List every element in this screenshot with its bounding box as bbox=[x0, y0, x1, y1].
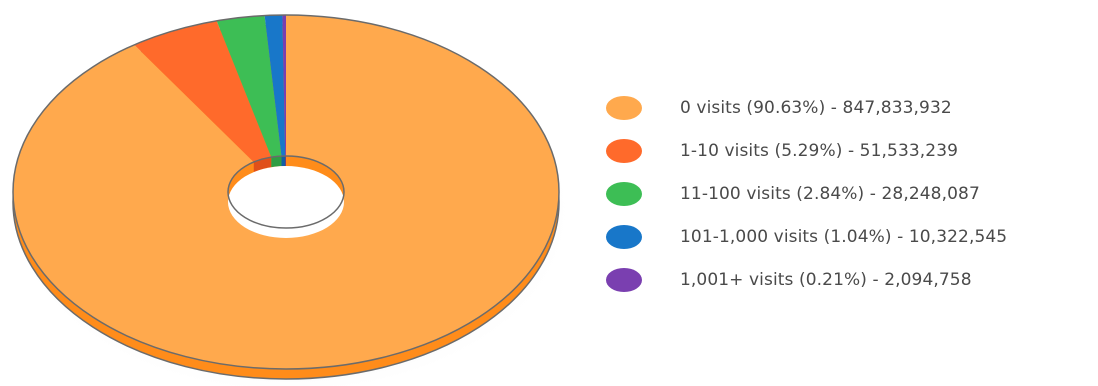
pie-outline bbox=[12, 14, 560, 370]
legend-item: 101-1,000 visits (1.04%) - 10,322,545 bbox=[606, 223, 1007, 251]
pie-slice bbox=[134, 20, 272, 163]
legend-swatch bbox=[606, 139, 642, 163]
donut-inner-wall bbox=[271, 156, 282, 168]
legend-label: 1,001+ visits (0.21%) - 2,094,758 bbox=[680, 270, 972, 290]
pie-slice bbox=[282, 15, 286, 157]
legend-swatch bbox=[606, 182, 642, 206]
legend-swatch bbox=[606, 96, 642, 120]
legend-label: 0 visits (90.63%) - 847,833,932 bbox=[680, 98, 952, 118]
legend-label: 1-10 visits (5.29%) - 51,533,239 bbox=[680, 141, 959, 161]
donut-inner-wall bbox=[281, 156, 286, 167]
legend-item: 11-100 visits (2.84%) - 28,248,087 bbox=[606, 180, 980, 208]
pie-slice bbox=[264, 15, 286, 157]
donut-hole-outline bbox=[227, 155, 345, 229]
legend-label: 101-1,000 visits (1.04%) - 10,322,545 bbox=[680, 227, 1008, 247]
legend-swatch bbox=[606, 225, 642, 249]
pie-slice bbox=[216, 15, 282, 158]
donut-inner-wall bbox=[228, 162, 254, 202]
legend-item: 1-10 visits (5.29%) - 51,533,239 bbox=[606, 137, 958, 165]
donut-hole bbox=[228, 166, 344, 238]
donut-inner-wall bbox=[285, 156, 286, 167]
legend-item: 0 visits (90.63%) - 847,833,932 bbox=[606, 94, 952, 122]
donut-inner-wall bbox=[286, 156, 344, 202]
legend-item: 1,001+ visits (0.21%) - 2,094,758 bbox=[606, 266, 972, 294]
legend-swatch bbox=[606, 268, 642, 292]
pie-slice bbox=[12, 15, 559, 369]
legend-label: 11-100 visits (2.84%) - 28,248,087 bbox=[680, 184, 980, 204]
